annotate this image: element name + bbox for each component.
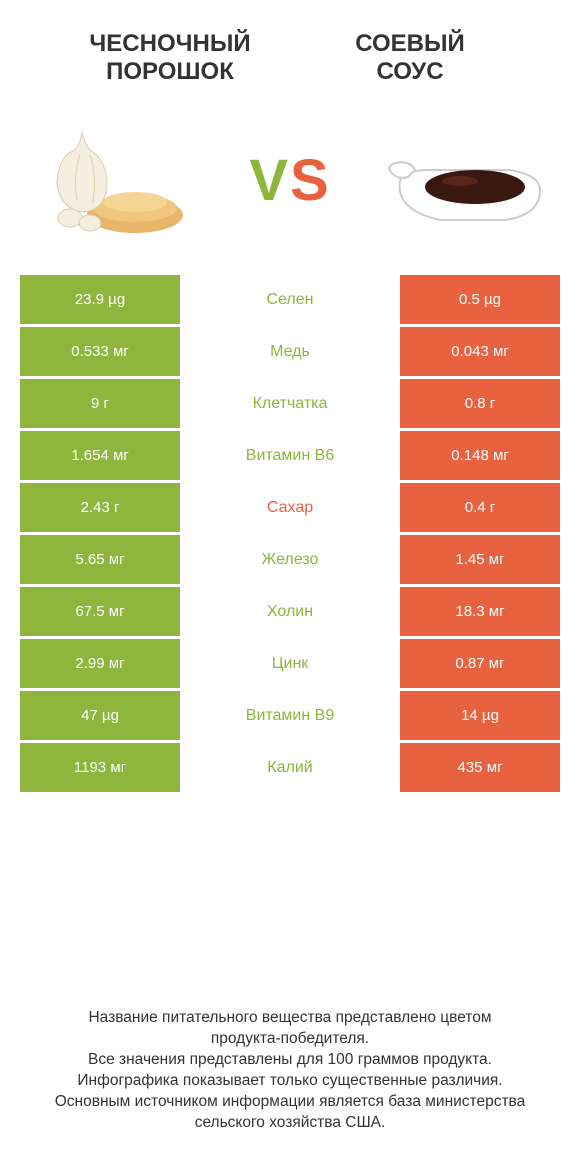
right-value-cell: 0.4 г — [400, 483, 560, 532]
right-value-cell: 14 µg — [400, 691, 560, 740]
right-product-title: СОЕВЫЙ СОУС — [290, 30, 530, 85]
footer-line: продукта-победителя. — [211, 1030, 369, 1047]
nutrient-name-cell: Витамин B6 — [180, 431, 400, 480]
footer-line: Инфографика показывает только существенн… — [77, 1072, 502, 1089]
nutrient-name-cell: Клетчатка — [180, 379, 400, 428]
footer-line: сельского хозяйства США. — [195, 1114, 386, 1131]
right-value-cell: 0.8 г — [400, 379, 560, 428]
table-row: 47 µgВитамин B914 µg — [20, 691, 560, 740]
left-value-cell: 67.5 мг — [20, 587, 180, 636]
left-product-title: ЧЕСНОЧНЫЙ ПОРОШОК — [50, 30, 290, 85]
left-product-image — [30, 115, 200, 245]
nutrient-name-cell: Витамин B9 — [180, 691, 400, 740]
title-text: СОУС — [376, 58, 443, 85]
nutrient-name-cell: Селен — [180, 275, 400, 324]
footer-line: Основным источником информации является … — [55, 1093, 526, 1110]
soy-sauce-icon — [380, 125, 550, 235]
right-value-cell: 0.148 мг — [400, 431, 560, 480]
left-value-cell: 23.9 µg — [20, 275, 180, 324]
right-value-cell: 0.5 µg — [400, 275, 560, 324]
title-text: СОЕВЫЙ — [355, 30, 465, 57]
left-value-cell: 2.43 г — [20, 483, 180, 532]
left-value-cell: 0.533 мг — [20, 327, 180, 376]
right-value-cell: 0.87 мг — [400, 639, 560, 688]
right-value-cell: 435 мг — [400, 743, 560, 792]
left-value-cell: 9 г — [20, 379, 180, 428]
nutrient-name-cell: Цинк — [180, 639, 400, 688]
footer-line: Название питательного вещества представл… — [88, 1009, 491, 1026]
nutrient-name-cell: Калий — [180, 743, 400, 792]
table-row: 0.533 мгМедь0.043 мг — [20, 327, 560, 376]
nutrient-name-cell: Медь — [180, 327, 400, 376]
left-value-cell: 5.65 мг — [20, 535, 180, 584]
footer-line: Все значения представлены для 100 граммо… — [88, 1051, 492, 1068]
table-row: 9 гКлетчатка0.8 г — [20, 379, 560, 428]
left-value-cell: 2.99 мг — [20, 639, 180, 688]
left-value-cell: 1.654 мг — [20, 431, 180, 480]
table-row: 2.43 гСахар0.4 г — [20, 483, 560, 532]
right-product-image — [380, 115, 550, 245]
nutrient-name-cell: Холин — [180, 587, 400, 636]
footer-note: Название питательного вещества представл… — [0, 978, 580, 1174]
comparison-table: 23.9 µgСелен0.5 µg0.533 мгМедь0.043 мг9 … — [0, 275, 580, 795]
vs-v: V — [249, 148, 290, 213]
table-row: 2.99 мгЦинк0.87 мг — [20, 639, 560, 688]
hero-section: VS — [0, 95, 580, 275]
table-row: 1193 мгКалий435 мг — [20, 743, 560, 792]
nutrient-name-cell: Сахар — [180, 483, 400, 532]
garlic-powder-icon — [35, 120, 195, 240]
nutrient-name-cell: Железо — [180, 535, 400, 584]
right-value-cell: 0.043 мг — [400, 327, 560, 376]
title-text: ЧЕСНОЧНЫЙ — [89, 30, 250, 57]
table-row: 5.65 мгЖелезо1.45 мг — [20, 535, 560, 584]
right-value-cell: 1.45 мг — [400, 535, 560, 584]
left-value-cell: 1193 мг — [20, 743, 180, 792]
table-row: 67.5 мгХолин18.3 мг — [20, 587, 560, 636]
title-text: ПОРОШОК — [106, 58, 234, 85]
table-row: 1.654 мгВитамин B60.148 мг — [20, 431, 560, 480]
left-value-cell: 47 µg — [20, 691, 180, 740]
vs-s: S — [290, 148, 331, 213]
header: ЧЕСНОЧНЫЙ ПОРОШОК СОЕВЫЙ СОУС — [0, 0, 580, 95]
right-value-cell: 18.3 мг — [400, 587, 560, 636]
table-row: 23.9 µgСелен0.5 µg — [20, 275, 560, 324]
vs-label: VS — [249, 147, 330, 214]
